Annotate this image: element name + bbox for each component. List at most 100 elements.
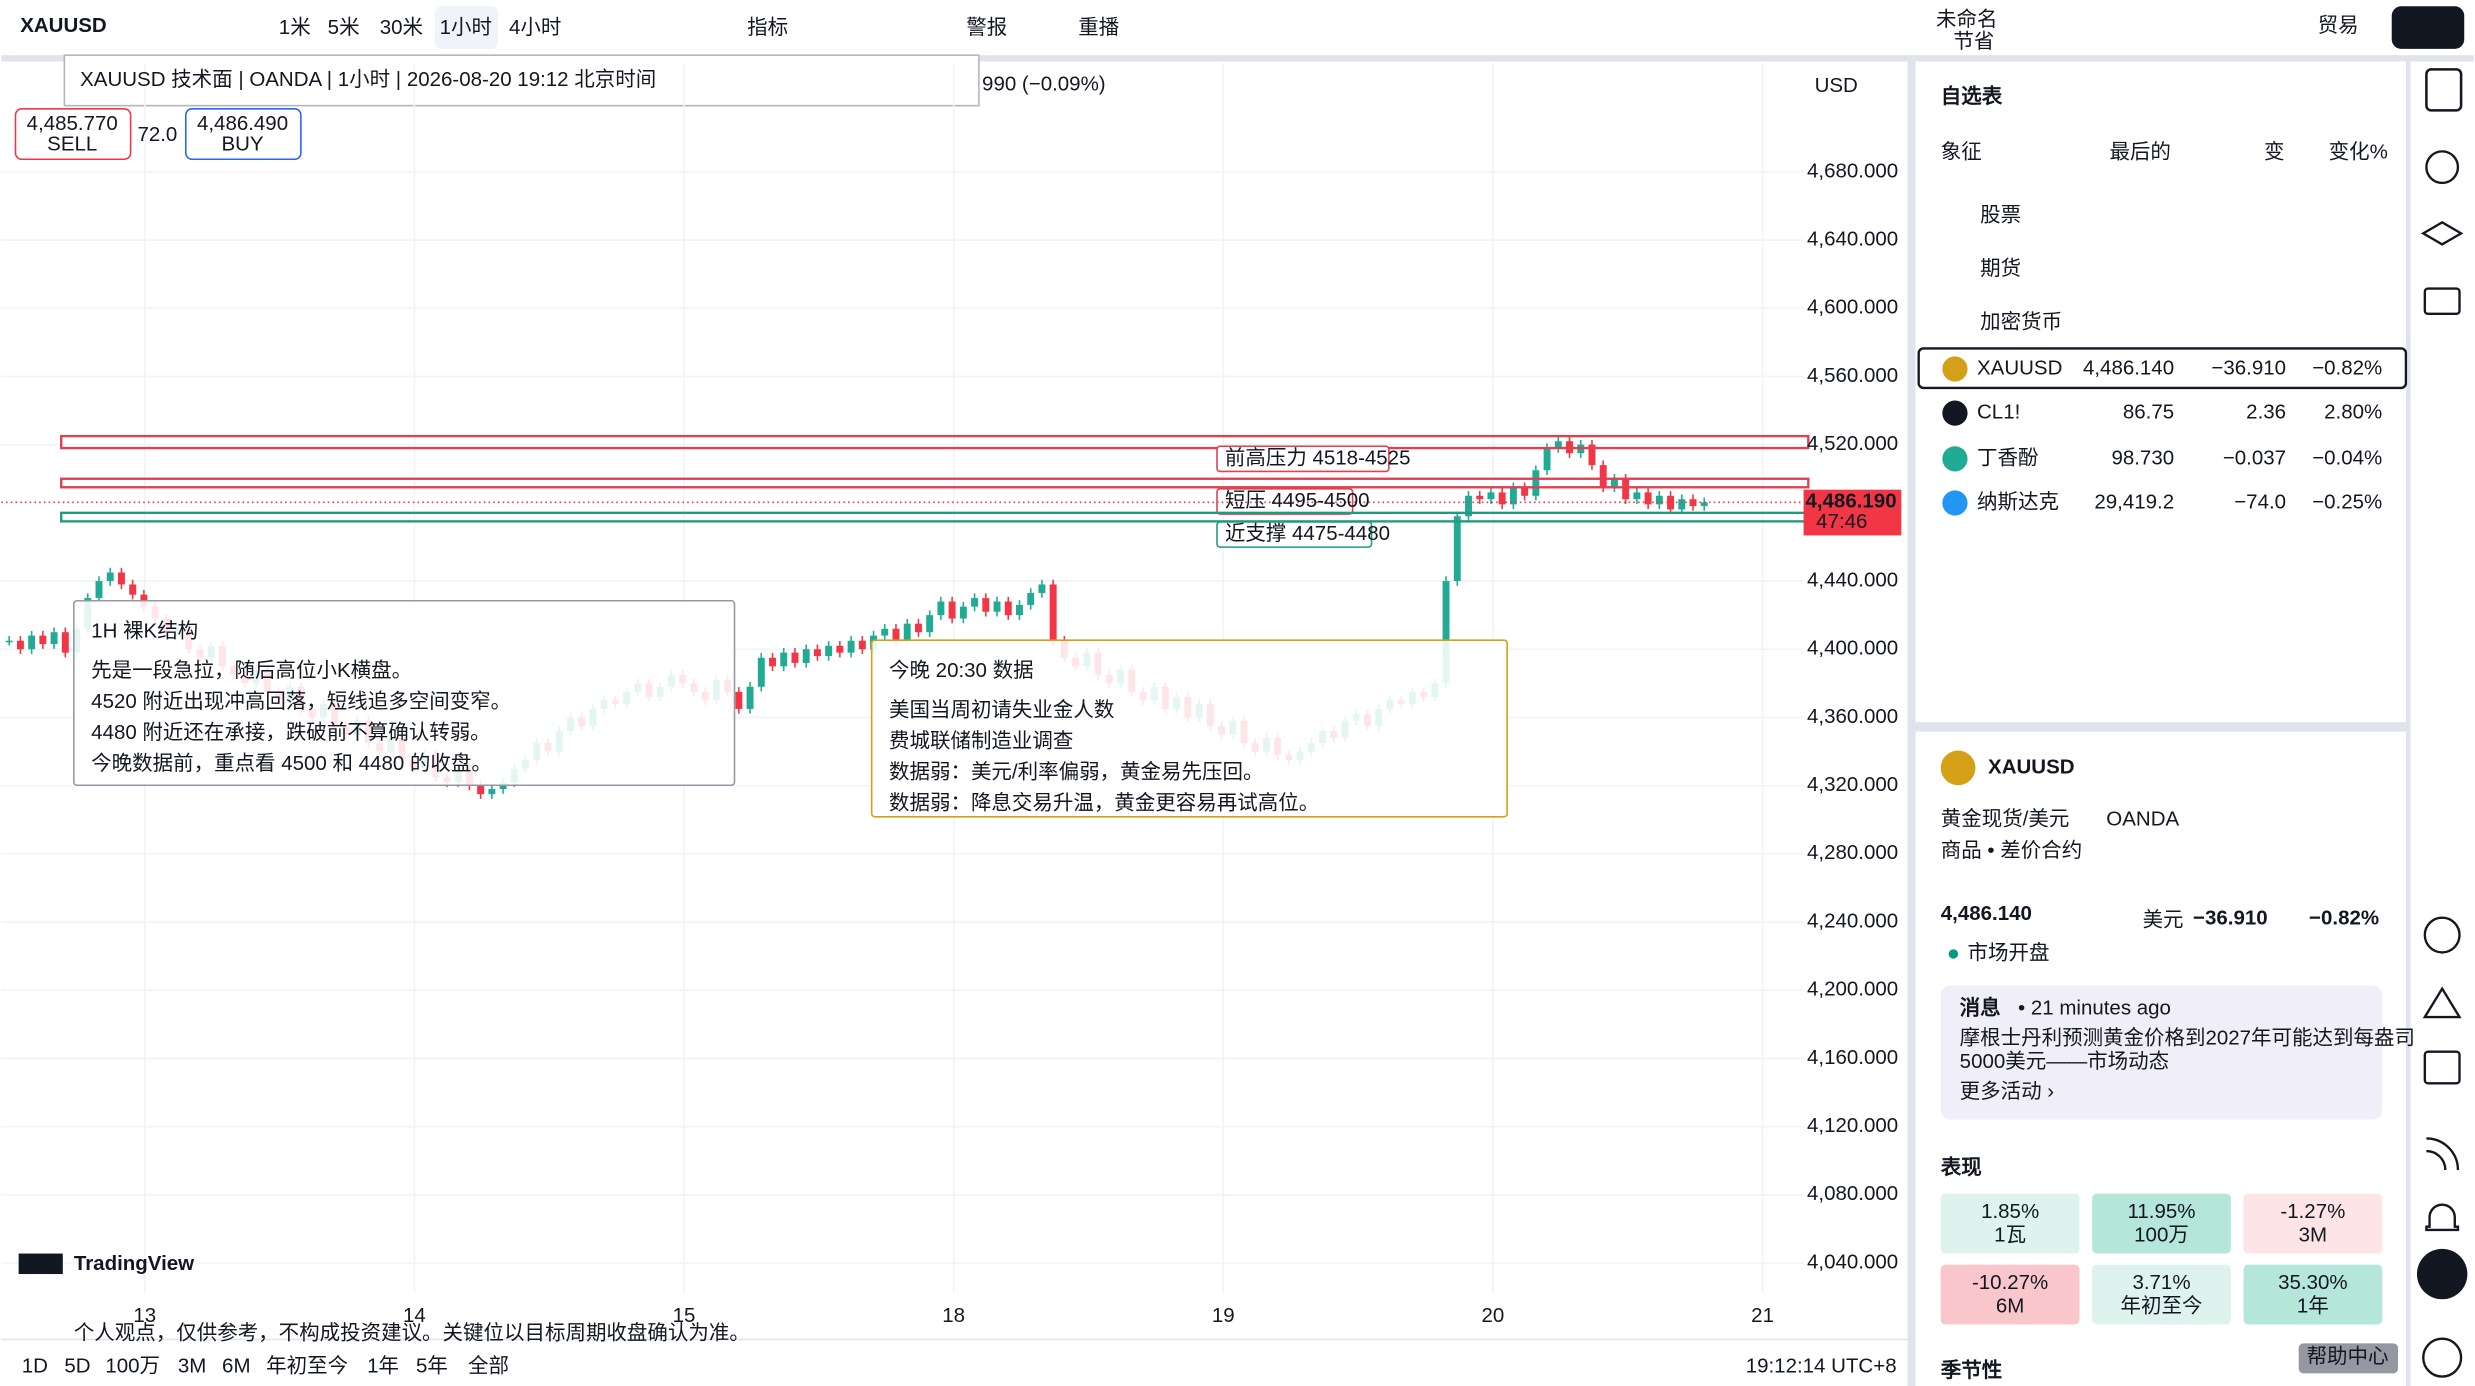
candle-body [61, 632, 69, 653]
watchlist-title: 自选表 [1941, 84, 2003, 108]
icon[interactable] [2416, 1248, 2468, 1300]
candle-body [1689, 499, 1697, 507]
indicators-button[interactable]: 指标 [747, 16, 788, 39]
candle-body [791, 652, 799, 663]
zone-label: 前高压力 4518-4525 [1225, 446, 1411, 469]
performance-value: 1.85% [1981, 1200, 2039, 1223]
range-button[interactable]: 6M [222, 1354, 250, 1377]
icon[interactable] [2425, 68, 2463, 112]
group-label[interactable]: 股票 [1980, 203, 2021, 226]
icon[interactable] [2426, 1137, 2460, 1171]
candle-body [836, 645, 844, 653]
clock: 19:12:14 UTC+8 [1746, 1354, 1897, 1377]
layout-name[interactable]: 未命名 [1936, 8, 1997, 31]
icon[interactable] [2423, 916, 2461, 954]
candle-body [735, 691, 743, 709]
icon[interactable] [2425, 1203, 2460, 1232]
candle-body [117, 572, 125, 585]
candle-body [802, 649, 810, 663]
trade-button[interactable]: 贸易 [2318, 14, 2359, 37]
symbol-icon [1942, 490, 1968, 516]
zone-label: 短压 4495-4500 [1225, 489, 1370, 512]
x-tick-label: 15 [673, 1304, 696, 1327]
note-box [870, 639, 1508, 818]
row-symbol[interactable]: CL1! [1977, 401, 2020, 424]
row-symbol[interactable]: 纳斯达克 [1977, 490, 2059, 513]
performance-cell[interactable] [2092, 1264, 2231, 1325]
interval-button[interactable]: 5米 [328, 16, 360, 39]
news-headline: 5000美元——市场动态 [1960, 1050, 2169, 1073]
note-line: 4480 附近还在承接，跌破前不算确认转弱。 [91, 721, 491, 744]
performance-period: 100万 [2134, 1224, 2189, 1247]
detail-change: −36.910 [2193, 907, 2268, 930]
range-button[interactable]: 全部 [468, 1354, 509, 1377]
performance-cell[interactable] [1940, 1264, 2080, 1325]
range-button[interactable]: 1年 [367, 1354, 399, 1377]
candle-body [1453, 516, 1461, 582]
sell-button[interactable] [14, 108, 132, 161]
group-label[interactable]: 加密货币 [1980, 311, 2062, 334]
chart-header: XAUUSD 技术面 | OANDA | 1小时 | 2026-08-20 19… [80, 68, 656, 91]
range-button[interactable]: 3M [178, 1354, 206, 1377]
alert-button[interactable]: 警报 [966, 16, 1007, 39]
icon[interactable] [2425, 150, 2460, 185]
range-button[interactable]: 1D [22, 1354, 48, 1377]
replay-button[interactable]: 重播 [1078, 16, 1119, 39]
y-tick-label: 4,280.000 [1807, 841, 1898, 864]
candle-body [847, 640, 855, 653]
zone-label-box [1216, 445, 1390, 473]
range-button[interactable]: 年初至今 [266, 1354, 348, 1377]
row-last: 4,486.140 [2083, 356, 2174, 379]
y-tick-label: 4,040.000 [1807, 1250, 1898, 1273]
row-last: 86.75 [2123, 401, 2174, 424]
row-last: 98.730 [2111, 446, 2174, 469]
group-label[interactable]: 期货 [1980, 257, 2021, 280]
y-tick-label: 4,160.000 [1807, 1046, 1898, 1069]
countdown: 47:46 [1816, 510, 1867, 533]
performance-cell[interactable] [2243, 1193, 2383, 1254]
news-card[interactable] [1940, 985, 2383, 1120]
y-tick-label: 4,080.000 [1807, 1182, 1898, 1205]
interval-button[interactable]: 1小时 [440, 16, 492, 39]
row-symbol[interactable]: XAUUSD [1977, 356, 2062, 379]
icon[interactable] [2423, 1050, 2461, 1085]
performance-cell[interactable] [2092, 1193, 2231, 1254]
column-header: 象征 [1941, 140, 1982, 163]
performance-cell[interactable] [2243, 1264, 2383, 1325]
range-button[interactable]: 5年 [416, 1354, 448, 1377]
performance-period: 年初至今 [2121, 1295, 2203, 1318]
candle-body [813, 649, 821, 657]
note-line: 数据弱：美元/利率偏弱，黄金易先压回。 [889, 760, 1263, 783]
column-header: 最后的 [2109, 140, 2170, 163]
icon[interactable] [2420, 220, 2464, 246]
candle-body [914, 623, 922, 633]
x-tick-label: 13 [133, 1304, 156, 1327]
icon[interactable] [2423, 287, 2461, 315]
performance-title: 表现 [1941, 1155, 1982, 1179]
candle-body [28, 635, 36, 650]
selected-row[interactable] [1917, 347, 2408, 390]
row-symbol[interactable]: 丁香酚 [1977, 446, 2039, 469]
candle-body [948, 601, 956, 619]
help-button[interactable] [2298, 1343, 2399, 1374]
candle-body [937, 601, 945, 616]
panel-divider [1907, 61, 1916, 1386]
interval-button[interactable]: 4小时 [509, 16, 561, 39]
candle-body [1049, 584, 1057, 641]
buy-button[interactable] [184, 108, 302, 161]
interval-button[interactable]: 1米 [279, 16, 311, 39]
news-more[interactable]: 更多活动 › [1960, 1080, 2054, 1103]
icon[interactable] [2422, 986, 2462, 1019]
candle-body [1700, 502, 1708, 507]
candle-body [477, 785, 485, 795]
note-line: 数据弱：降息交易升温，黄金更容易再试高位。 [889, 791, 1319, 814]
symbol[interactable]: XAUUSD [20, 14, 107, 37]
publish-button[interactable] [2391, 6, 2465, 49]
last-price-label: 4,486.190 [1805, 490, 1896, 513]
range-button[interactable]: 5D [64, 1354, 90, 1377]
performance-cell[interactable] [1940, 1193, 2080, 1254]
icon[interactable] [2422, 1337, 2463, 1378]
interval-button[interactable]: 30米 [380, 16, 423, 39]
candle-body [1610, 478, 1618, 488]
range-button[interactable]: 100万 [105, 1354, 160, 1377]
